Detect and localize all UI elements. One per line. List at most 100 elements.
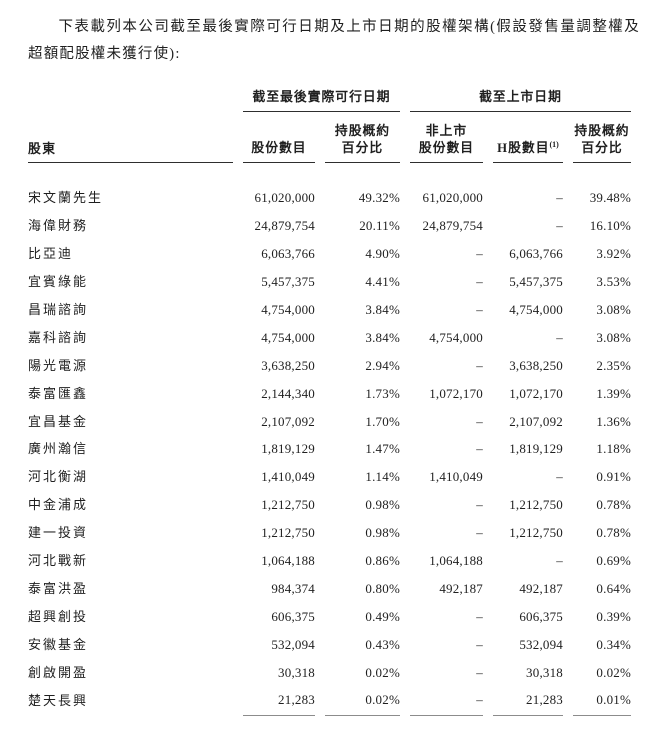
h-shares-value: 3,638,250 [509, 357, 563, 373]
shares-lpd-value: 3,638,250 [261, 357, 315, 373]
h-shares-footnote-marker: (1) [549, 139, 559, 149]
table-row: 河北衡湖 1,410,049 1.14% 1,410,049 – 0.91% [28, 462, 631, 490]
shares-lpd-value: 1,064,188 [261, 553, 315, 569]
unlisted-shares-value: – [476, 637, 483, 653]
shareholder-name: 廣州瀚信 [28, 441, 89, 457]
pct-listing-value: 0.78% [596, 525, 632, 541]
h-shares-value: – [556, 217, 563, 233]
approx-pct-lpd-line1: 持股概約 [334, 123, 391, 138]
pct-listing-value: 3.53% [596, 273, 632, 289]
approx-pct-listing-line2: 百分比 [581, 140, 623, 155]
pct-lpd-value: 0.49% [365, 609, 400, 625]
shares-lpd-value: 532,094 [271, 637, 315, 653]
shareholding-table: 截至最後實際可行日期 截至上市日期 股東 股份數目 持股概約 百分比 非上市 股… [18, 86, 641, 731]
pct-lpd-value: 0.98% [365, 525, 400, 541]
pct-lpd-value: 0.98% [365, 497, 400, 513]
h-shares-value: 5,457,375 [509, 273, 563, 289]
pct-lpd-value: 1.47% [365, 441, 400, 457]
shares-lpd-value: 2,107,092 [261, 413, 315, 429]
shares-lpd-value: 1,819,129 [261, 441, 315, 457]
shareholder-name: 創啟開盈 [28, 665, 89, 681]
column-header-shares-lpd: 股份數目 [243, 112, 315, 163]
unlisted-shares-value: – [410, 686, 483, 717]
shareholder-name: 安徽基金 [28, 637, 89, 653]
subtotal-h-shares: 29,019,539 [493, 716, 563, 731]
subtotal-pct-lpd: 100.00% [325, 716, 400, 731]
sub-header-row: 股東 股份數目 持股概約 百分比 非上市 股份數目 H股數目(1) [28, 112, 632, 163]
shares-lpd-value: 1,410,049 [261, 469, 315, 485]
table-row: 宜賓綠能 5,457,375 4.41% – 5,457,375 3.53% [28, 266, 631, 294]
h-shares-value: 606,375 [519, 609, 563, 625]
pct-listing-value: 16.10% [589, 217, 632, 233]
h-shares-value: 1,072,170 [509, 385, 563, 401]
h-shares-value: 1,212,750 [509, 525, 563, 541]
h-shares-value: 1,819,129 [509, 441, 563, 457]
pct-listing-value: 0.39% [596, 609, 632, 625]
shares-lpd-value: 1,212,750 [261, 525, 315, 541]
table-row: 創啟開盈 30,318 0.02% – 30,318 0.02% [28, 658, 631, 686]
h-shares-value: 492,187 [519, 581, 563, 597]
pct-lpd-value: 2.94% [365, 357, 400, 373]
h-shares-value: 2,107,092 [509, 413, 563, 429]
column-header-shareholder: 股東 [28, 112, 233, 163]
subtotal-row: 小計 123,711,887 100.00% 94,692,348 29,019… [28, 716, 631, 731]
table-row: 河北戰新 1,064,188 0.86% 1,064,188 – 0.69% [28, 546, 631, 574]
h-shares-value: 21,283 [493, 686, 563, 717]
unlisted-shares-value: – [476, 301, 483, 317]
pct-listing-value: 0.78% [596, 497, 632, 513]
shareholder-name: 河北衡湖 [28, 469, 89, 485]
h-shares-value: – [556, 189, 563, 205]
unlisted-shares-line2: 股份數目 [418, 140, 475, 155]
shares-lpd-value: 4,754,000 [261, 329, 315, 345]
shares-lpd-value: 1,212,750 [261, 497, 315, 513]
pct-listing-value: 1.39% [596, 385, 632, 401]
unlisted-shares-value: 24,879,754 [422, 217, 483, 233]
shares-lpd-value: 984,374 [271, 581, 315, 597]
shareholder-name: 河北戰新 [28, 553, 89, 569]
column-header-shares-lpd-label: 股份數目 [251, 140, 307, 155]
pct-lpd-value: 0.02% [365, 665, 400, 681]
column-header-approx-pct-listing: 持股概約 百分比 [573, 112, 632, 163]
shares-lpd-value: 5,457,375 [261, 273, 315, 289]
unlisted-shares-value: – [476, 357, 483, 373]
h-shares-value: 4,754,000 [509, 301, 563, 317]
shareholder-name: 中金浦成 [28, 497, 89, 513]
unlisted-shares-value: 1,410,049 [429, 469, 483, 485]
unlisted-shares-value: – [476, 441, 483, 457]
pct-lpd-value: 0.86% [365, 553, 400, 569]
intro-paragraph: 下表載列本公司截至最後實際可行日期及上市日期的股權架構(假設發售量調整權及超額配… [28, 19, 640, 62]
unlisted-shares-value: – [476, 245, 483, 261]
approx-pct-listing-line1: 持股概約 [574, 123, 630, 138]
pct-lpd-value: 1.14% [365, 469, 400, 485]
shareholder-name: 泰富洪盈 [28, 581, 89, 597]
shares-lpd-value: 606,375 [271, 609, 315, 625]
pct-listing-value: 0.91% [596, 469, 632, 485]
table-row: 比亞迪 6,063,766 4.90% – 6,063,766 3.92% [28, 238, 631, 266]
approx-pct-lpd-line2: 百分比 [341, 140, 384, 155]
pct-lpd-value: 0.43% [365, 637, 400, 653]
unlisted-shares-value: 4,754,000 [429, 329, 483, 345]
table-row: 楚天長興 21,283 0.02% – 21,283 0.01% [28, 686, 632, 717]
subtotal-unlisted-shares: 94,692,348 [410, 716, 483, 731]
shareholder-name: 楚天長興 [28, 693, 89, 709]
pct-listing-value: 0.34% [596, 637, 632, 653]
shareholder-name: 嘉科諮詢 [28, 329, 89, 345]
shareholder-rows: 宋文蘭先生 61,020,000 49.32% 61,020,000 – 39.… [28, 163, 632, 717]
table-row: 嘉科諮詢 4,754,000 3.84% 4,754,000 – 3.08% [28, 322, 631, 350]
table-row: 超興創投 606,375 0.49% – 606,375 0.39% [28, 602, 631, 630]
unlisted-shares-line1: 非上市 [425, 123, 468, 138]
unlisted-shares-value: 61,020,000 [422, 189, 483, 205]
pct-listing-value: 3.08% [596, 329, 632, 345]
h-shares-value: 6,063,766 [509, 245, 563, 261]
shareholder-name: 海偉財務 [28, 217, 89, 233]
table-row: 泰富洪盈 984,374 0.80% 492,187 492,187 0.64% [28, 574, 631, 602]
shares-lpd-value: 24,879,754 [254, 217, 315, 233]
h-shares-value: 532,094 [519, 637, 563, 653]
column-header-spacer [28, 86, 233, 112]
summary-rows: 小計 123,711,887 100.00% 94,692,348 29,019… [28, 716, 631, 731]
unlisted-shares-value: – [476, 273, 483, 289]
table-row: 宋文蘭先生 61,020,000 49.32% 61,020,000 – 39.… [28, 163, 631, 211]
shareholder-name: 建一投資 [28, 525, 89, 541]
table-row: 宜昌基金 2,107,092 1.70% – 2,107,092 1.36% [28, 406, 631, 434]
